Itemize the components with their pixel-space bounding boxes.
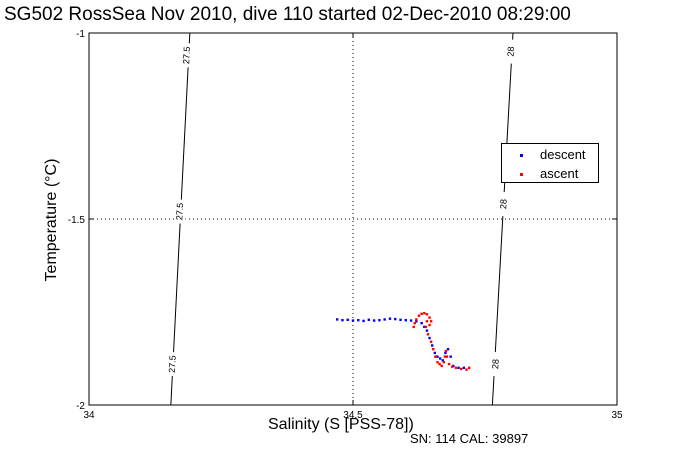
data-point-descent: [367, 318, 371, 322]
x-tick-label: 34: [83, 410, 95, 421]
data-point-ascent: [424, 325, 428, 329]
density-contour-28: [491, 32, 514, 406]
data-point-ascent: [420, 312, 423, 316]
data-point-ascent: [413, 321, 416, 325]
contour-label-bg: [182, 43, 193, 68]
data-point-ascent: [429, 320, 433, 323]
legend: descent ascent: [501, 143, 599, 183]
data-point-ascent: [423, 311, 426, 315]
data-point-descent: [415, 320, 418, 323]
data-point-ascent: [417, 314, 421, 317]
contour-label-bg: [499, 192, 510, 217]
contour-label: 27.5: [167, 355, 178, 373]
legend-marker-descent: [520, 154, 523, 157]
data-point-ascent: [440, 364, 443, 368]
data-point-descent: [436, 355, 439, 358]
data-point-ascent: [460, 367, 463, 371]
data-point-ascent: [444, 349, 448, 353]
data-point-ascent: [412, 325, 415, 329]
data-point-descent: [420, 321, 423, 325]
serial-cal-note: SN: 114 CAL: 39897: [410, 431, 529, 446]
data-point-descent: [425, 329, 429, 332]
contour-label-bg: [175, 199, 186, 224]
data-point-descent: [383, 318, 386, 321]
data-point-descent: [362, 319, 365, 323]
data-point-ascent: [425, 320, 429, 323]
data-point-ascent: [432, 348, 435, 351]
data-point-ascent: [429, 340, 433, 343]
data-point-descent: [462, 366, 466, 369]
legend-label-descent: descent: [540, 147, 586, 162]
data-point-ascent: [434, 355, 437, 358]
data-point-ascent: [426, 333, 430, 336]
chart-title: SG502 RossSea Nov 2010, dive 110 started…: [4, 4, 571, 25]
data-point-ascent: [438, 362, 441, 366]
data-point-ascent: [425, 313, 429, 316]
x-axis-label: Salinity (S [PSS-78]): [268, 416, 414, 433]
data-point-ascent: [445, 355, 449, 358]
data-point-descent: [357, 318, 360, 322]
legend-item-ascent: ascent: [502, 165, 598, 183]
data-point-ascent: [436, 361, 439, 364]
y-tick-label: -1: [76, 29, 85, 40]
legend-item-descent: descent: [502, 146, 598, 164]
data-point-ascent: [443, 355, 447, 358]
data-point-descent: [409, 319, 413, 322]
data-point-descent: [428, 336, 431, 340]
data-point-ascent: [465, 368, 468, 371]
data-point-descent: [372, 319, 376, 322]
data-point-descent: [449, 355, 452, 358]
data-point-ascent: [428, 323, 431, 327]
data-point-ascent: [451, 365, 454, 368]
contour-label: 27.5: [181, 46, 192, 64]
data-point-descent: [423, 325, 426, 329]
data-point-descent: [351, 319, 355, 322]
data-point-ascent: [454, 366, 458, 369]
data-point-descent: [346, 318, 349, 322]
data-point-descent: [404, 318, 407, 322]
x-tick-label: 34.5: [343, 410, 363, 421]
contour-label: 28: [506, 46, 517, 57]
contour-label-bg: [167, 352, 178, 377]
data-point-descent: [399, 318, 402, 322]
data-point-descent: [388, 317, 392, 320]
contour-label: 28: [498, 199, 509, 210]
x-tick-label: 35: [611, 410, 623, 421]
data-point-descent: [341, 318, 344, 322]
legend-marker-ascent: [520, 173, 523, 176]
data-point-descent: [378, 318, 381, 322]
data-point-ascent: [447, 362, 451, 366]
y-tick-label: -1.5: [68, 215, 86, 226]
data-point-ascent: [442, 361, 446, 364]
legend-label-ascent: ascent: [540, 166, 579, 181]
data-point-descent: [431, 344, 434, 347]
data-point-descent: [438, 357, 442, 360]
data-point-descent: [335, 318, 339, 321]
data-point-descent: [446, 348, 450, 351]
data-point-descent: [394, 317, 397, 321]
contour-label: 28: [490, 359, 501, 370]
contour-label-bg: [506, 39, 517, 64]
data-point-ascent: [428, 316, 431, 319]
data-point-descent: [444, 351, 447, 355]
data-point-descent: [441, 359, 444, 362]
data-point-ascent: [415, 318, 418, 321]
contour-label-bg: [491, 352, 502, 377]
y-axis-label: Temperature (°C): [43, 158, 60, 282]
y-tick-label: -2: [76, 401, 85, 412]
data-point-descent: [457, 366, 460, 369]
data-point-descent: [433, 351, 437, 355]
contour-label: 27.5: [174, 203, 185, 221]
data-point-ascent: [467, 366, 471, 369]
